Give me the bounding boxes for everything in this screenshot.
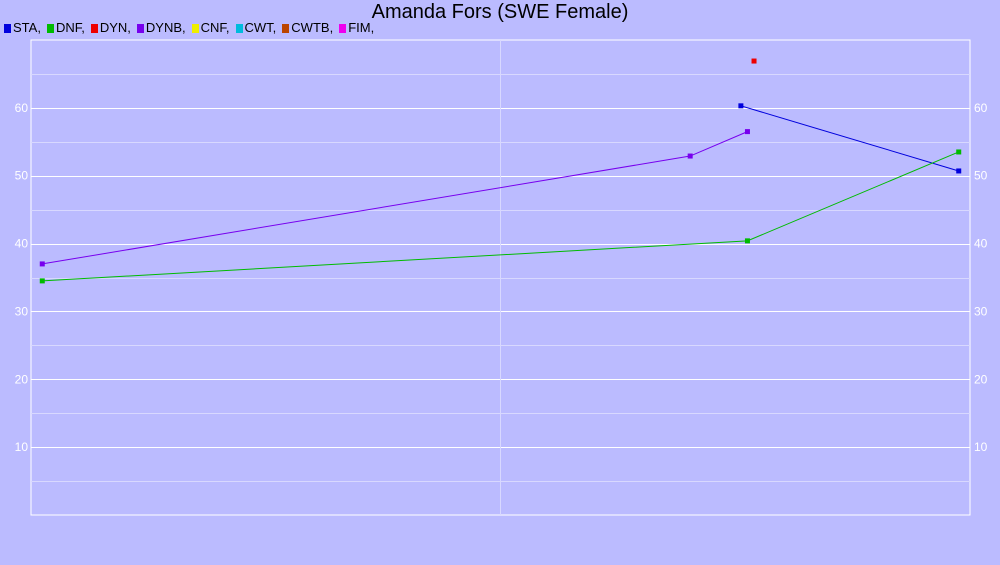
legend-swatch (136, 24, 144, 33)
legend-swatch (46, 24, 54, 33)
legend-label: FIM, (348, 20, 375, 35)
legend-swatch (282, 24, 290, 33)
legend-item-5: CWT, (235, 20, 277, 36)
data-point-dynb (39, 261, 45, 267)
y-tick-label-left: 30 (15, 304, 29, 318)
y-tick-label-right: 50 (974, 169, 988, 183)
data-point-dnf (956, 149, 962, 155)
chart-title: Amanda Fors (SWE Female) (371, 1, 629, 23)
y-tick-label-right: 60 (974, 101, 988, 115)
data-point-sta (956, 168, 962, 174)
y-tick-label-left: 20 (15, 372, 29, 386)
data-point-sta (738, 103, 744, 109)
y-tick-label-left: 10 (15, 440, 29, 454)
legend-item-3: DYNB, (136, 20, 186, 36)
y-tick-label-right: 30 (974, 304, 988, 318)
y-tick-label-right: 40 (974, 237, 988, 251)
legend-swatch (90, 24, 98, 33)
legend: STA, DNF, DYN, DYNB, CNF, CWT, CWTB, FIM, (4, 20, 380, 36)
legend-label: CWT, (244, 20, 277, 35)
data-point-dnf (744, 238, 750, 244)
legend-label: CNF, (200, 20, 230, 35)
data-point-dnf (39, 278, 45, 284)
legend-label: DYN, (99, 20, 131, 35)
legend-swatch (235, 24, 243, 33)
data-point-dynb (687, 153, 693, 159)
y-tick-label-left: 60 (15, 101, 29, 115)
legend-swatch (191, 24, 199, 33)
data-point-dynb (744, 129, 750, 135)
legend-label: DNF, (55, 20, 85, 35)
legend-item-2: DYN, (90, 20, 131, 36)
legend-item-0: STA, (4, 20, 41, 36)
legend-swatch (339, 24, 347, 33)
legend-item-7: FIM, (339, 20, 374, 36)
legend-item-1: DNF, (46, 20, 85, 36)
legend-label: STA, (13, 20, 41, 35)
legend-swatch (4, 24, 11, 33)
y-tick-label-left: 40 (15, 237, 29, 251)
legend-item-6: CWTB, (282, 20, 333, 36)
data-point-dyn (751, 58, 757, 64)
y-tick-label-right: 10 (974, 440, 988, 454)
legend-label: DYNB, (145, 20, 186, 35)
legend-item-4: CNF, (191, 20, 230, 36)
y-tick-label-right: 20 (974, 372, 988, 386)
y-tick-label-left: 50 (15, 169, 29, 183)
legend-label: CWTB, (291, 20, 334, 35)
series-line-sta (740, 105, 959, 172)
